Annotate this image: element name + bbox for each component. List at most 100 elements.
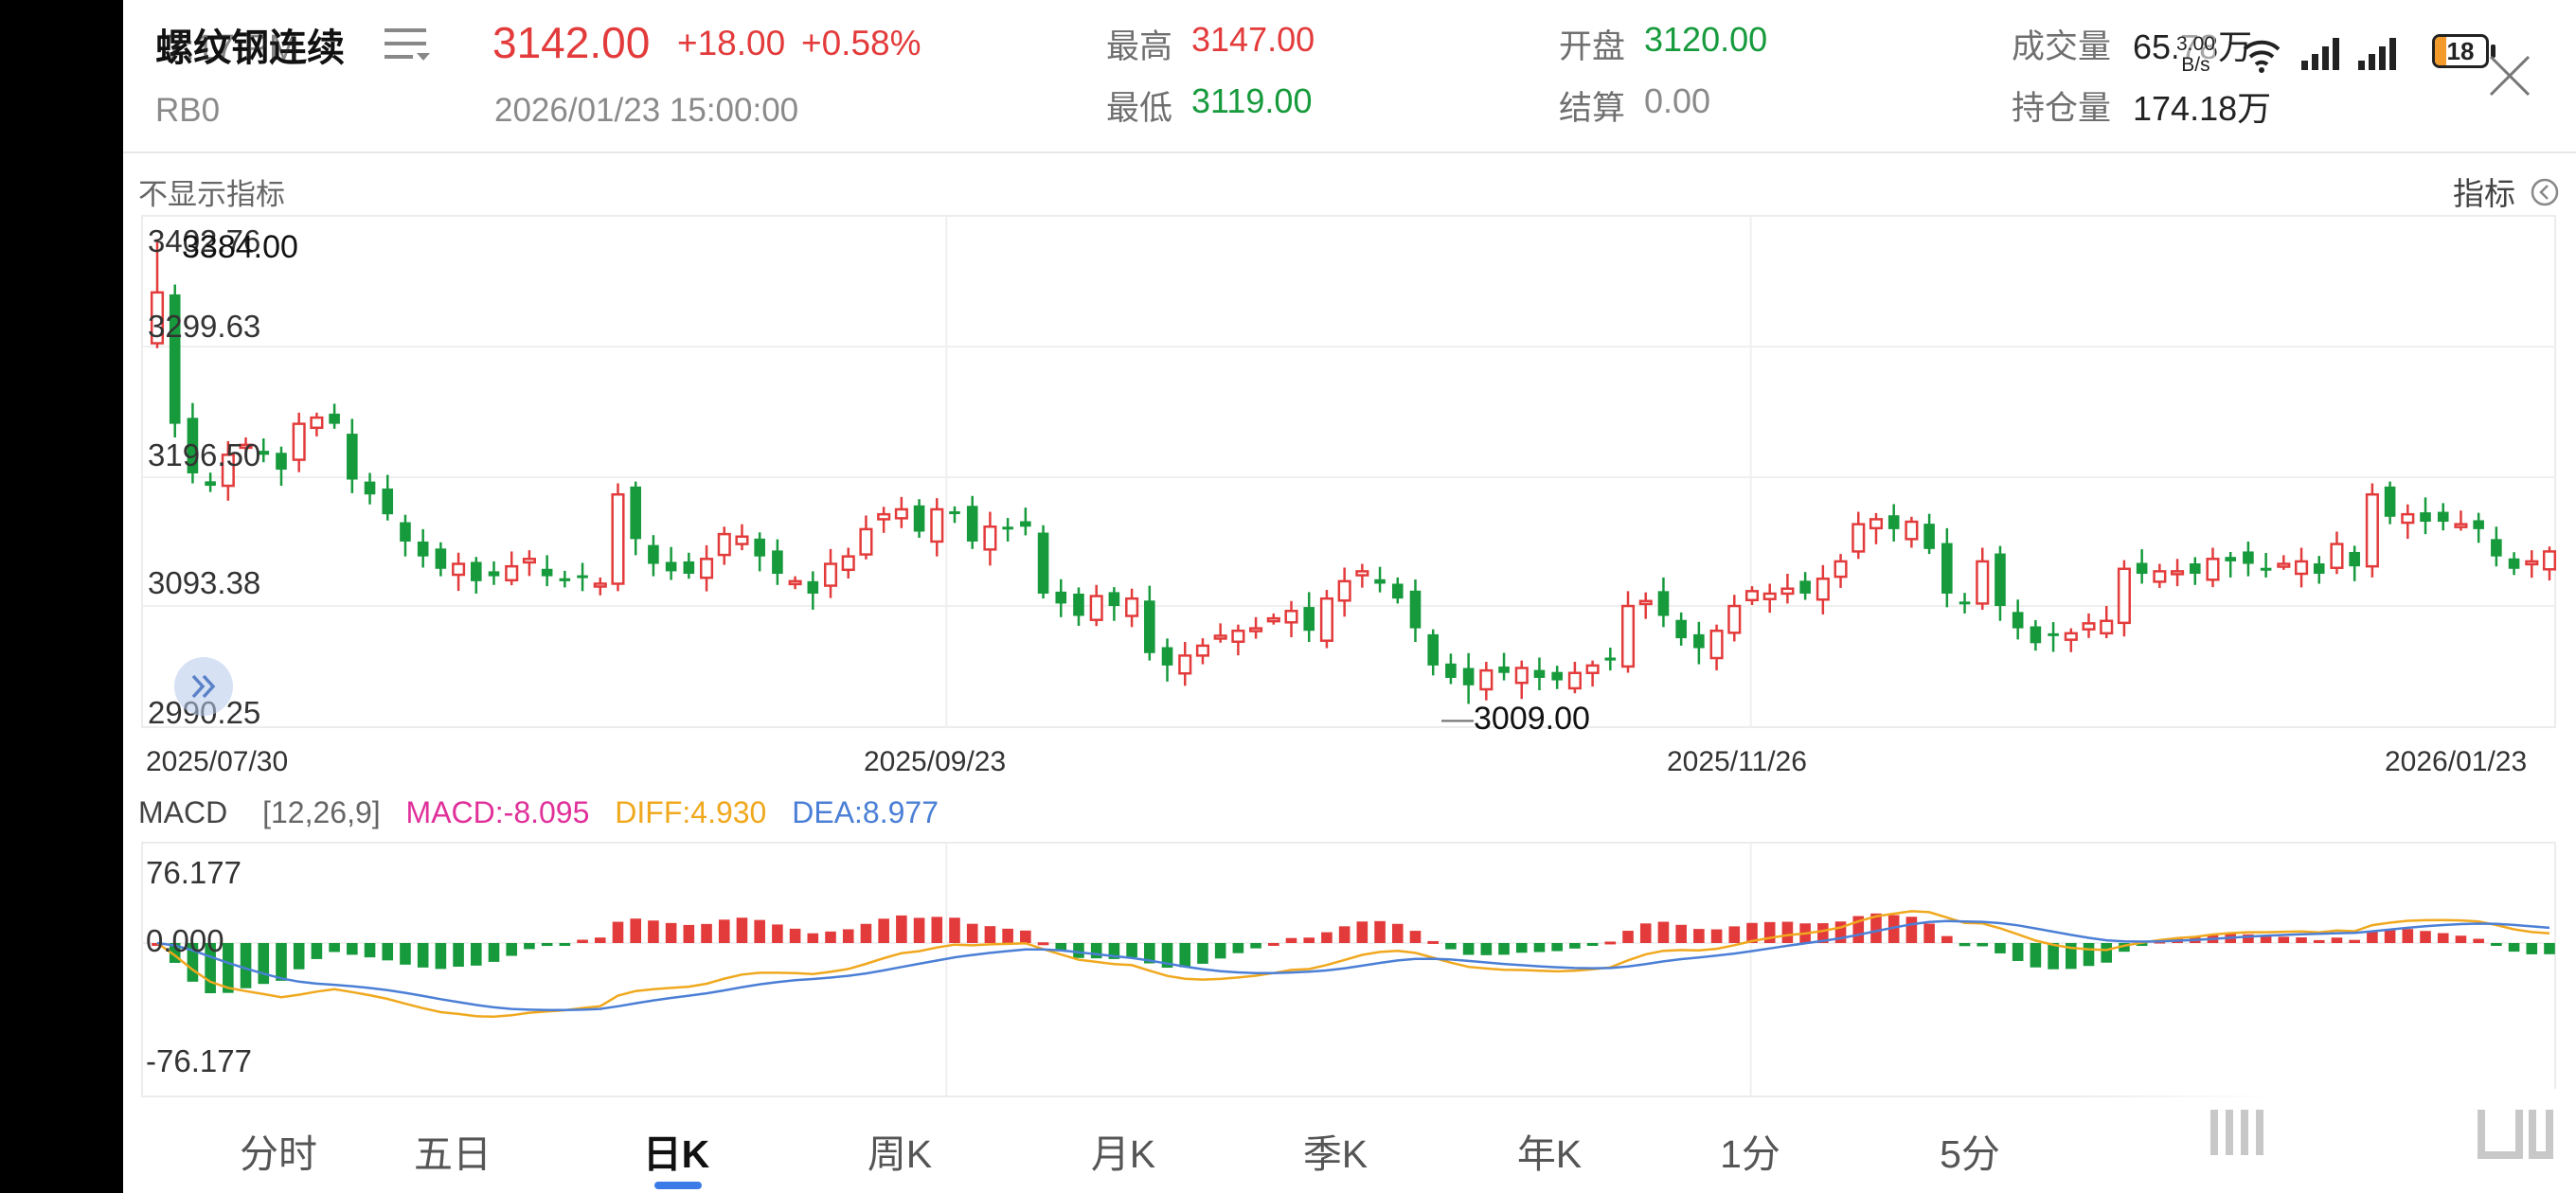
tab-5-minute[interactable]: 5分 — [1940, 1132, 2000, 1176]
macd-bar-135 — [2544, 943, 2555, 954]
candle-body-118 — [2243, 551, 2254, 564]
date-label-4: 2026/01/23 — [2385, 746, 2528, 777]
candle-body-97 — [1869, 518, 1884, 530]
candle-body-39 — [841, 555, 855, 572]
macd-bar-130 — [2455, 935, 2467, 943]
macd-bar-41 — [878, 918, 889, 943]
tab-yearly-k[interactable]: 年K — [1516, 1132, 1583, 1176]
candle-body-6 — [258, 451, 270, 455]
menu-icon[interactable] — [385, 25, 432, 66]
macd-bar-127 — [2402, 929, 2414, 943]
candle-body-114 — [2171, 570, 2185, 576]
tab-1-minute[interactable]: 1分 — [1720, 1132, 1780, 1176]
macd-bar-47 — [984, 926, 996, 943]
macd-bar-119 — [2260, 935, 2272, 943]
candle-body-15 — [417, 541, 429, 557]
macd-bar-52 — [1073, 943, 1084, 958]
date-label-1: 2025/07/30 — [146, 746, 289, 777]
macd-bar-18 — [470, 943, 482, 966]
candle-body-88 — [1709, 629, 1724, 660]
price-tick-1: 3402.76 — [148, 223, 261, 258]
candle-body-93 — [1799, 580, 1811, 594]
candle-body-40 — [859, 527, 873, 556]
macd-bar-3 — [205, 943, 216, 994]
candle-body-94 — [1816, 577, 1830, 601]
candle-body-134 — [2525, 560, 2539, 566]
candle-body-4 — [221, 454, 235, 488]
macd-bar-92 — [1781, 921, 1794, 943]
candle-body-72 — [1427, 633, 1440, 666]
tab-quarterly-k[interactable]: 季K — [1302, 1132, 1368, 1176]
macd-bar-126 — [2384, 929, 2396, 943]
candle-body-89 — [1727, 604, 1742, 634]
macd-bar-77 — [1515, 943, 1528, 953]
candle-body-87 — [1693, 633, 1705, 649]
tab-weekly-k[interactable]: 周K — [867, 1132, 933, 1176]
candle-body-86 — [1675, 619, 1687, 639]
candle-body-55 — [1125, 596, 1139, 617]
nav-home-icon[interactable] — [2472, 1104, 2557, 1166]
active-tab-indicator — [654, 1182, 702, 1189]
kline-chart[interactable] — [123, 0, 2576, 1098]
macd-bar-90 — [1746, 922, 1758, 943]
macd-bar-83 — [1622, 931, 1634, 943]
macd-bar-131 — [2473, 938, 2484, 943]
macd-bar-63 — [1267, 942, 1279, 946]
candle-body-9 — [310, 416, 324, 430]
candle-body-104 — [1995, 553, 2006, 607]
close-icon[interactable] — [2487, 53, 2532, 103]
tab-daily-k[interactable]: 日K — [642, 1132, 710, 1176]
nav-recents-icon[interactable] — [2197, 1104, 2282, 1166]
macd-bar-75 — [1480, 943, 1493, 955]
macd-bar-45 — [949, 917, 960, 943]
macd-bar-71 — [1409, 931, 1422, 943]
candle-body-24 — [577, 575, 588, 579]
candle-body-34 — [754, 538, 765, 557]
candle-body-131 — [2473, 520, 2484, 529]
status-time-overlap: 7:17 PM — [165, 28, 299, 68]
candle-body-65 — [1303, 607, 1315, 632]
macd-bar-8 — [293, 943, 305, 970]
indicator-button[interactable]: 指标 — [2453, 169, 2560, 215]
macd-bar-85 — [1657, 921, 1670, 943]
macd-bar-102 — [1959, 943, 1971, 947]
candle-body-124 — [2349, 551, 2360, 567]
tab-intraday[interactable]: 分时 — [240, 1132, 317, 1176]
app-root: 螺纹钢连续 7:17 PM RB0 3142.00 +18.00 +0.58% … — [123, 0, 2576, 1193]
macd-bar-2 — [187, 943, 199, 982]
candle-body-59 — [1195, 644, 1210, 657]
macd-bar-103 — [1977, 943, 1989, 947]
macd-bar-99 — [1905, 917, 1918, 943]
tab-five-day[interactable]: 五日 — [414, 1132, 492, 1176]
hide-indicator-button[interactable]: 不显示指标 — [138, 178, 285, 211]
macd-bar-100 — [1923, 923, 1935, 943]
macd-bar-76 — [1498, 943, 1510, 955]
candle-body-121 — [2294, 560, 2309, 576]
candle-body-50 — [1037, 532, 1049, 594]
scroll-left-button[interactable] — [174, 657, 233, 716]
candle-body-116 — [2206, 558, 2220, 581]
price-tick-2: 3299.63 — [148, 309, 261, 344]
candle-body-56 — [1144, 600, 1155, 653]
macd-bar-62 — [1250, 943, 1261, 949]
macd-bar-89 — [1728, 926, 1741, 943]
macd-bar-81 — [1586, 943, 1599, 946]
candle-body-16 — [435, 548, 447, 569]
tab-monthly-k[interactable]: 月K — [1090, 1132, 1156, 1176]
candle-body-22 — [541, 568, 553, 577]
chevron-left-icon — [2530, 177, 2560, 215]
candle-body-42 — [894, 507, 908, 520]
macd-bar-37 — [807, 933, 819, 943]
candle-body-28 — [648, 544, 659, 564]
candle-body-125 — [2365, 492, 2379, 568]
macd-bar-1 — [169, 943, 181, 963]
macd-bar-91 — [1763, 921, 1776, 943]
candle-body-49 — [1020, 521, 1031, 527]
candle-body-14 — [400, 522, 411, 542]
candle-body-85 — [1657, 591, 1670, 616]
candle-body-54 — [1108, 592, 1120, 607]
candle-body-52 — [1073, 593, 1084, 616]
macd-panel-frame — [141, 842, 2556, 1097]
candle-body-31 — [699, 558, 714, 579]
candle-body-96 — [1852, 523, 1866, 553]
